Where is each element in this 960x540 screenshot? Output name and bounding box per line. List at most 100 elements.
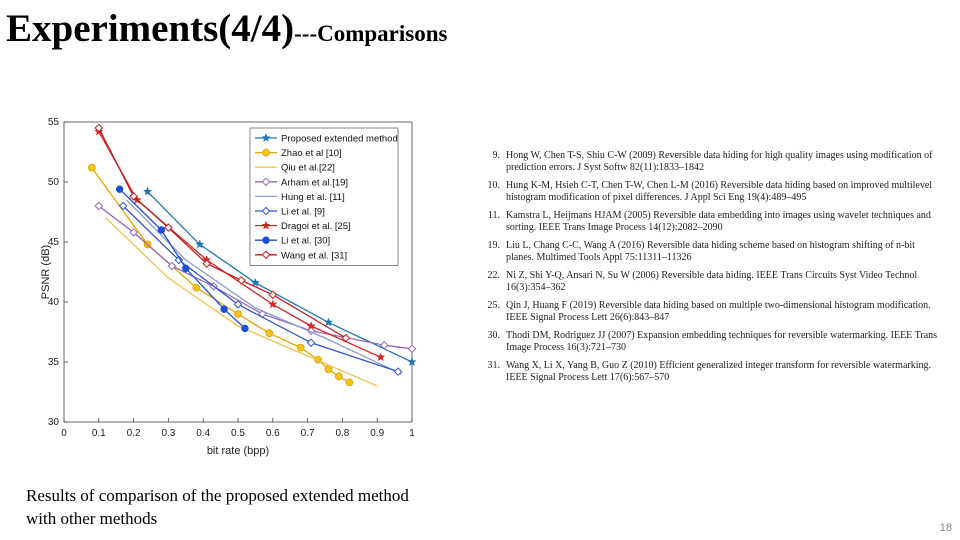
reference-text: Qin J, Huang F (2019) Reversible data hi… — [506, 300, 931, 323]
legend-marker — [262, 148, 270, 157]
data-point — [306, 321, 316, 330]
data-point — [87, 163, 96, 172]
reference-text: Wang X, Li X, Yang B, Guo Z (2010) Effic… — [506, 360, 931, 383]
y-tick-label: 40 — [48, 297, 60, 308]
data-point — [241, 324, 249, 333]
reference-number: 19. — [487, 240, 501, 251]
legend-marker — [261, 177, 271, 187]
psnr-vs-bitrate-plot: 0 0.1 0.2 0.3 0.4 0.5 0.6 0.7 0.8 0.9 1 30 35 40 45 50 5… — [40, 117, 417, 457]
reference-list: 9. Hong W, Chen T-S, Shiu C-W (2009) Reve… — [478, 150, 938, 390]
x-tick-label: 0.4 — [196, 428, 210, 439]
data-point — [202, 259, 211, 268]
reference-item: 10. Hung K-M, Hsieh C-T, Chen T-W, Chen L… — [478, 180, 938, 204]
legend-marker — [261, 250, 271, 260]
reference-item: 30. Thodi DM, Rodriguez JJ (2007) Expansi… — [478, 330, 938, 354]
data-point — [129, 228, 138, 237]
x-tick-label: 0.2 — [127, 428, 141, 439]
legend-label: Hung et al. [11] — [281, 192, 345, 203]
reference-text: Kamstra L, Heijmans HJAM (2005) Reversib… — [506, 210, 931, 233]
reference-number: 31. — [487, 360, 501, 371]
data-point — [250, 277, 261, 287]
y-tick-label: 50 — [48, 177, 60, 188]
legend-marker — [262, 236, 270, 244]
y-tick-label: 35 — [48, 357, 60, 368]
y-axis-label: PSNR (dB) — [40, 245, 52, 299]
reference-item: 11. Kamstra L, Heijmans HJAM (2005) Rever… — [478, 210, 938, 234]
data-point — [393, 367, 403, 376]
data-point — [94, 123, 104, 133]
legend-marker — [261, 133, 271, 142]
reference-number: 10. — [487, 180, 501, 191]
data-point — [192, 283, 201, 292]
data-point — [323, 317, 334, 327]
reference-text: Thodi DM, Rodriguez JJ (2007) Expansion … — [506, 330, 938, 353]
data-point — [268, 290, 278, 300]
slide-title-main: Experiments(4/4) — [6, 7, 295, 50]
data-point — [174, 255, 184, 265]
legend-marker — [261, 206, 271, 216]
data-point — [94, 201, 104, 211]
x-tick-label: 0.1 — [92, 428, 106, 439]
reference-text: Liu L, Chang C-C, Wang A (2016) Reversib… — [506, 240, 915, 263]
x-tick-label: 0.9 — [370, 428, 384, 439]
legend-marker — [261, 220, 271, 230]
data-point — [157, 226, 166, 234]
x-tick-label: 0 — [61, 428, 67, 439]
data-point — [167, 261, 177, 271]
y-tick-label: 55 — [48, 117, 60, 128]
legend-label: Li et al. [9] — [281, 207, 325, 218]
reference-number: 22. — [487, 270, 501, 281]
legend-label: Zhao et al [10] — [281, 148, 342, 159]
reference-item: 22. Ni Z, Shi Y-Q, Ansari N, Su W (2006) … — [478, 270, 938, 294]
caption-line-1: Results of comparison of the proposed ex… — [26, 486, 409, 505]
legend-label: Dragoi et al. [25] — [281, 221, 351, 232]
data-point — [129, 192, 138, 201]
x-tick-label: 0.3 — [161, 428, 175, 439]
y-tick-label: 30 — [48, 417, 60, 428]
reference-text: Hong W, Chen T-S, Shiu C-W (2009) Revers… — [506, 150, 933, 173]
data-point — [345, 378, 354, 387]
reference-number: 25. — [487, 300, 501, 311]
x-axis-label: bit rate (bpp) — [207, 445, 269, 457]
x-tick-label: 0.7 — [301, 428, 315, 439]
series-line — [105, 217, 378, 387]
figure-caption: Results of comparison of the proposed ex… — [26, 484, 506, 530]
data-point — [195, 239, 205, 249]
data-point — [407, 344, 417, 354]
legend-label: Wang et al. [31] — [281, 250, 347, 261]
reference-item: 25. Qin J, Huang F (2019) Reversible data… — [478, 300, 938, 324]
y-tick-label: 45 — [48, 237, 60, 248]
data-point — [335, 372, 343, 381]
legend-label: Qiu et al.[22] — [281, 163, 335, 174]
legend-label: Li et al. [30] — [281, 236, 330, 247]
data-point — [379, 340, 389, 350]
reference-number: 9. — [492, 150, 501, 161]
series-line — [126, 199, 402, 375]
reference-text: Hung K-M, Hsieh C-T, Chen T-W, Chen L-M … — [506, 180, 933, 203]
data-point — [220, 305, 228, 313]
data-point — [234, 310, 242, 318]
data-point — [265, 329, 274, 338]
x-tick-label: 0.8 — [335, 428, 349, 439]
reference-text: Ni Z, Shi Y-Q, Ansari N, Su W (2006) Rev… — [506, 270, 918, 293]
reference-item: 31. Wang X, Li X, Yang B, Guo Z (2010) Ef… — [478, 360, 938, 384]
x-tick-label: 0.6 — [266, 428, 280, 439]
data-point — [142, 186, 153, 196]
data-point — [115, 185, 124, 193]
data-point — [182, 264, 190, 273]
reference-number: 30. — [487, 330, 501, 341]
legend-label: Proposed extended method — [281, 134, 398, 145]
reference-number: 11. — [487, 210, 500, 221]
data-point — [237, 276, 246, 285]
reference-item: 9. Hong W, Chen T-S, Shiu C-W (2009) Reve… — [478, 150, 938, 174]
x-tick-label: 1 — [409, 428, 415, 439]
data-point — [233, 300, 243, 309]
data-point — [296, 343, 305, 352]
data-point — [324, 365, 333, 374]
caption-line-2: with other methods — [26, 509, 158, 528]
x-tick-label: 0.5 — [231, 428, 245, 439]
slide-title: Experiments(4/4)---Comparisons — [6, 6, 447, 51]
data-point — [268, 299, 278, 309]
comparison-chart: 0 0.1 0.2 0.3 0.4 0.5 0.6 0.7 0.8 0.9 1 30 35 40 45 50 5… — [38, 108, 422, 468]
data-point — [164, 223, 173, 232]
